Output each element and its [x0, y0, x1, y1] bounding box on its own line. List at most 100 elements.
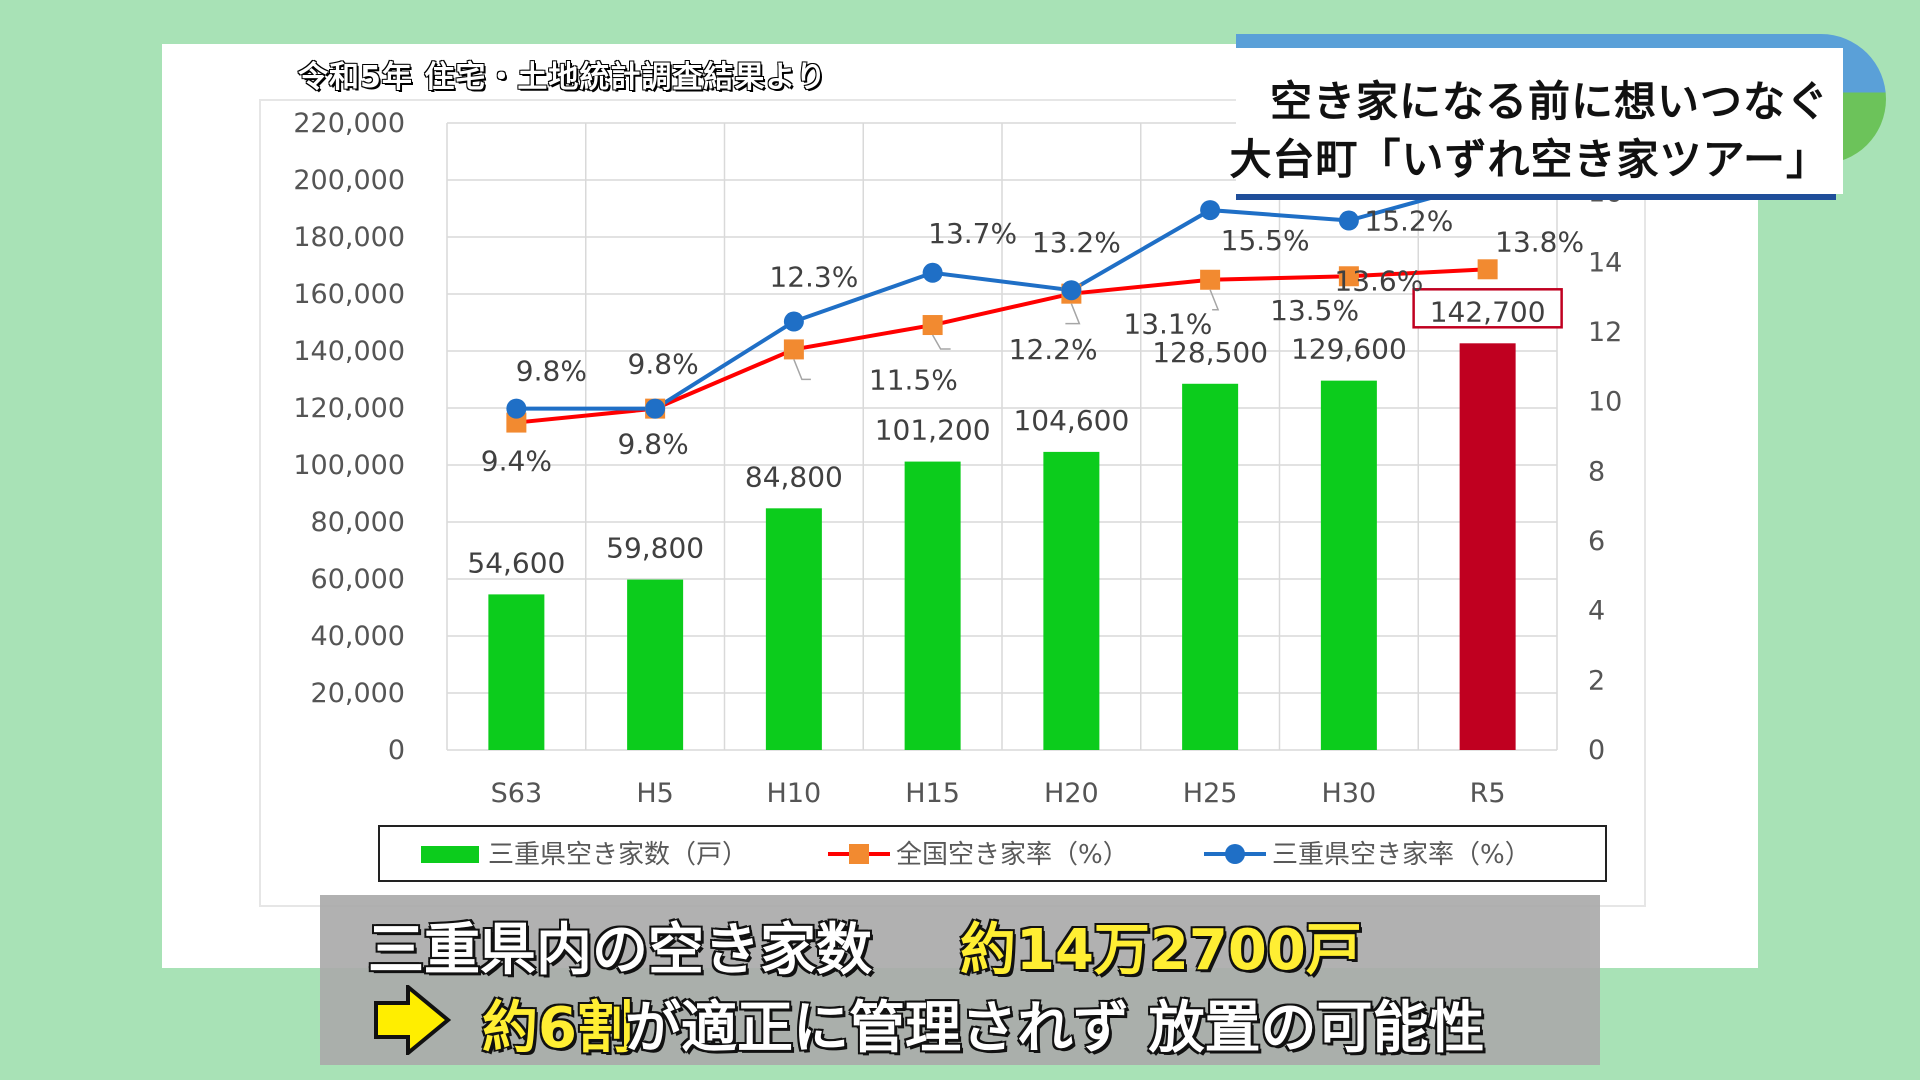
y-left-tick-label: 140,000	[293, 336, 405, 367]
mie-rate-marker	[1061, 280, 1082, 301]
mie-rate-label: 13.7%	[928, 217, 1017, 250]
x-tick-label: H10	[767, 778, 822, 809]
y-left-tick-label: 120,000	[293, 393, 405, 424]
headline-underline	[1236, 194, 1836, 200]
legend: 三重県空き家数（戸） 全国空き家率（%） 三重県空き家率（%）	[378, 825, 1607, 882]
caption-line-1: 三重県内の空き家数	[367, 917, 873, 984]
legend-box	[378, 825, 1607, 882]
leader-line	[793, 359, 811, 381]
caption-line-2: が適正に管理されず 放置の可能性	[624, 995, 1485, 1062]
caption-line-1-highlight: 約14万2700戸	[959, 917, 1363, 984]
national-rate-label: 13.8%	[1495, 225, 1584, 258]
bar	[627, 579, 684, 750]
national-rate-label: 9.8%	[618, 428, 689, 461]
leader-line	[931, 334, 951, 350]
bar-value-label: 84,800	[745, 460, 843, 493]
mie-rate-label: 15.2%	[1364, 205, 1453, 238]
mie-rate-marker	[1338, 210, 1359, 231]
mie-rate-marker	[645, 398, 666, 419]
headline-line-1: 空き家になる前に想いつなぐ	[1269, 77, 1829, 126]
national-rate-line	[516, 267, 1488, 425]
x-tick-label: H25	[1183, 778, 1238, 809]
legend-mie-marker	[1225, 844, 1245, 864]
bar-value-label: 128,500	[1152, 336, 1268, 369]
mie-rate-label: 13.2%	[1032, 226, 1121, 259]
x-tick-label: H5	[636, 778, 673, 809]
mie-rate-marker	[1200, 200, 1221, 221]
arrow-right-icon	[374, 985, 452, 1055]
mie-rate-label: 9.8%	[516, 355, 587, 388]
y-left-tick-label: 160,000	[293, 279, 405, 310]
national-rate-marker	[1200, 269, 1221, 290]
y-left-tick-label: 0	[388, 735, 405, 766]
mie-rate-marker	[783, 311, 804, 332]
bar	[1320, 380, 1377, 750]
y-right-tick-label: 14	[1588, 247, 1622, 278]
national-rate-marker	[1338, 266, 1359, 287]
legend-national-marker	[849, 844, 869, 864]
y-left-tick-label: 60,000	[311, 564, 405, 595]
x-tick-label: S63	[491, 778, 543, 809]
x-tick-label: R5	[1470, 778, 1506, 809]
y-left-tick-label: 100,000	[293, 450, 405, 481]
national-rate-marker	[922, 315, 943, 336]
headline-line-2: 大台町「いずれ空き家ツアー」	[1229, 135, 1829, 184]
bar-value-label: 101,200	[875, 414, 991, 447]
caption-line-2-highlight: 約6割	[481, 995, 634, 1062]
lines	[506, 172, 1498, 433]
national-rate-label: 13.6%	[1334, 264, 1423, 297]
legend-mie-label: 三重県空き家率（%）	[1272, 840, 1531, 870]
bar-value-label: 142,700	[1430, 295, 1546, 328]
y-left-tick-label: 180,000	[293, 222, 405, 253]
mie-rate-label: 15.5%	[1221, 224, 1310, 257]
mie-rate-marker	[506, 398, 527, 419]
legend-bar-label: 三重県空き家数（戸）	[488, 840, 748, 870]
y-right-tick-label: 6	[1588, 526, 1605, 557]
y-right-tick-label: 2	[1588, 665, 1605, 696]
y-left-tick-label: 20,000	[311, 678, 405, 709]
national-rate-label: 11.5%	[869, 363, 958, 396]
y-left-tick-label: 40,000	[311, 621, 405, 652]
y-right-tick-label: 4	[1588, 596, 1605, 627]
y-left-tick-label: 80,000	[311, 507, 405, 538]
national-rate-marker	[1477, 259, 1498, 280]
y-left-tick-label: 220,000	[293, 108, 405, 139]
bar	[1459, 343, 1516, 750]
x-tick-label: H15	[905, 778, 960, 809]
national-rate-label: 13.1%	[1123, 308, 1212, 341]
national-rate-label: 9.4%	[481, 445, 552, 478]
mie-rate-label: 9.8%	[628, 348, 699, 381]
leader-line	[1209, 289, 1220, 311]
national-rate-marker	[783, 339, 804, 360]
bar-value-label: 54,600	[467, 546, 565, 579]
bar-value-label: 104,600	[1013, 404, 1129, 437]
bar	[904, 461, 961, 750]
y-left-tick-label: 200,000	[293, 165, 405, 196]
axes: 0 20,000 40,000 60,000 80,000 100,000 120,000 1…	[293, 108, 1622, 809]
headline-panel: 空き家になる前に想いつなぐ 大台町「いずれ空き家ツアー」	[1230, 34, 1906, 200]
y-right-tick-label: 12	[1588, 317, 1622, 348]
y-right-tick-label: 0	[1588, 735, 1605, 766]
leader-line	[1065, 303, 1081, 325]
legend-bar-swatch	[421, 846, 479, 863]
bar-value-label: 129,600	[1291, 333, 1407, 366]
headline-box: 空き家になる前に想いつなぐ 大台町「いずれ空き家ツアー」	[1230, 48, 1843, 194]
source-note: 令和5年 住宅・土地統計調査結果より	[297, 59, 827, 95]
bars	[488, 343, 1516, 750]
national-rate-label: 13.5%	[1270, 294, 1359, 327]
national-rate-label: 12.2%	[1009, 333, 1098, 366]
y-right-tick-label: 10	[1588, 387, 1622, 418]
y-right-tick-label: 8	[1588, 456, 1605, 487]
mie-rate-line	[516, 180, 1489, 411]
bar	[765, 508, 822, 750]
x-tick-label: H20	[1044, 778, 1099, 809]
mie-rate-label: 12.3%	[769, 261, 858, 294]
bar	[1043, 451, 1100, 750]
bar	[1182, 383, 1239, 750]
highlight-label-box	[1412, 288, 1563, 329]
bar-value-label: 59,800	[606, 532, 704, 565]
bar	[488, 594, 545, 750]
caption-panel: 三重県内の空き家数 約14万2700戸 約6割 が適正に管理されず 放置の可能性	[320, 895, 1600, 1065]
